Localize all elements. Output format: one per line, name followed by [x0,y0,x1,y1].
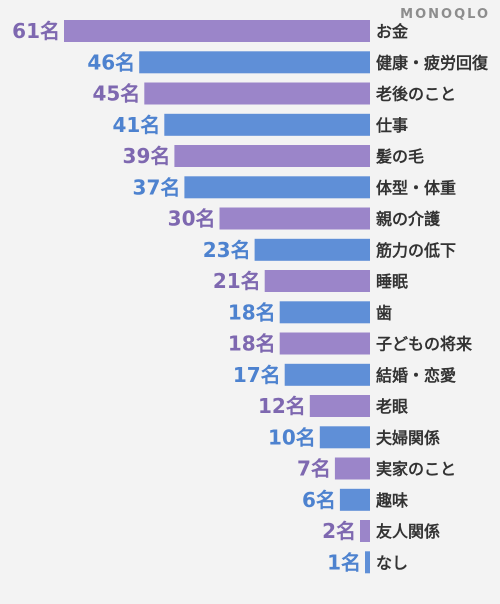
value-label-14: 7名 [297,457,331,481]
value-label-0: 61名 [12,19,60,43]
category-label-17: なし [376,553,408,572]
value-label-4: 39名 [123,144,171,168]
bar-7 [254,238,370,261]
category-label-6: 親の介護 [376,210,441,229]
category-label-11: 結婚・恋愛 [376,366,456,385]
value-label-8: 21名 [213,269,261,293]
category-label-1: 健康・疲労回復 [376,53,489,72]
bar-4 [174,145,370,167]
category-label-13: 夫婦関係 [376,428,440,447]
category-label-2: 老後のこと [375,85,456,104]
bar-3 [164,113,370,136]
value-label-15: 6名 [302,488,336,512]
category-label-3: 仕事 [375,116,408,135]
brand-watermark: MONOQLO [400,7,490,22]
value-label-7: 23名 [203,238,251,262]
value-label-2: 45名 [92,82,140,106]
value-label-10: 18名 [228,332,276,356]
bar-6 [219,207,370,230]
category-label-12: 老眼 [375,397,408,416]
bar-16 [360,520,370,542]
category-label-15: 趣味 [375,491,408,510]
category-label-5: 体型・体重 [376,178,456,197]
value-label-12: 12名 [258,394,306,418]
bar-1 [139,51,370,74]
bar-10 [279,332,370,355]
value-label-1: 46名 [87,50,135,74]
category-label-7: 筋力の低下 [375,241,456,260]
value-label-5: 37名 [133,175,181,199]
value-label-16: 2名 [322,519,356,543]
value-label-3: 41名 [112,113,160,137]
bar-14 [334,457,370,480]
bar-13 [319,426,370,449]
value-label-11: 17名 [233,363,281,387]
bar-0 [64,20,370,42]
category-label-14: 実家のこと [376,460,456,479]
category-label-16: 友人関係 [376,522,440,541]
category-label-4: 髪の毛 [375,147,424,166]
category-label-10: 子どもの将来 [376,335,473,354]
bar-15 [339,488,370,511]
bar-5 [184,176,370,199]
bar-8 [264,270,370,292]
value-label-17: 1名 [327,550,361,574]
value-label-6: 30名 [168,207,216,231]
category-label-0: お金 [376,22,409,41]
value-label-13: 10名 [268,425,316,449]
bar-2 [144,82,370,105]
bar-12 [309,395,370,417]
category-label-8: 睡眠 [376,272,408,291]
bar-9 [279,301,370,324]
category-label-9: 歯 [376,303,392,322]
bar-11 [284,363,370,386]
value-label-9: 18名 [228,300,276,324]
bar-17 [365,551,370,574]
